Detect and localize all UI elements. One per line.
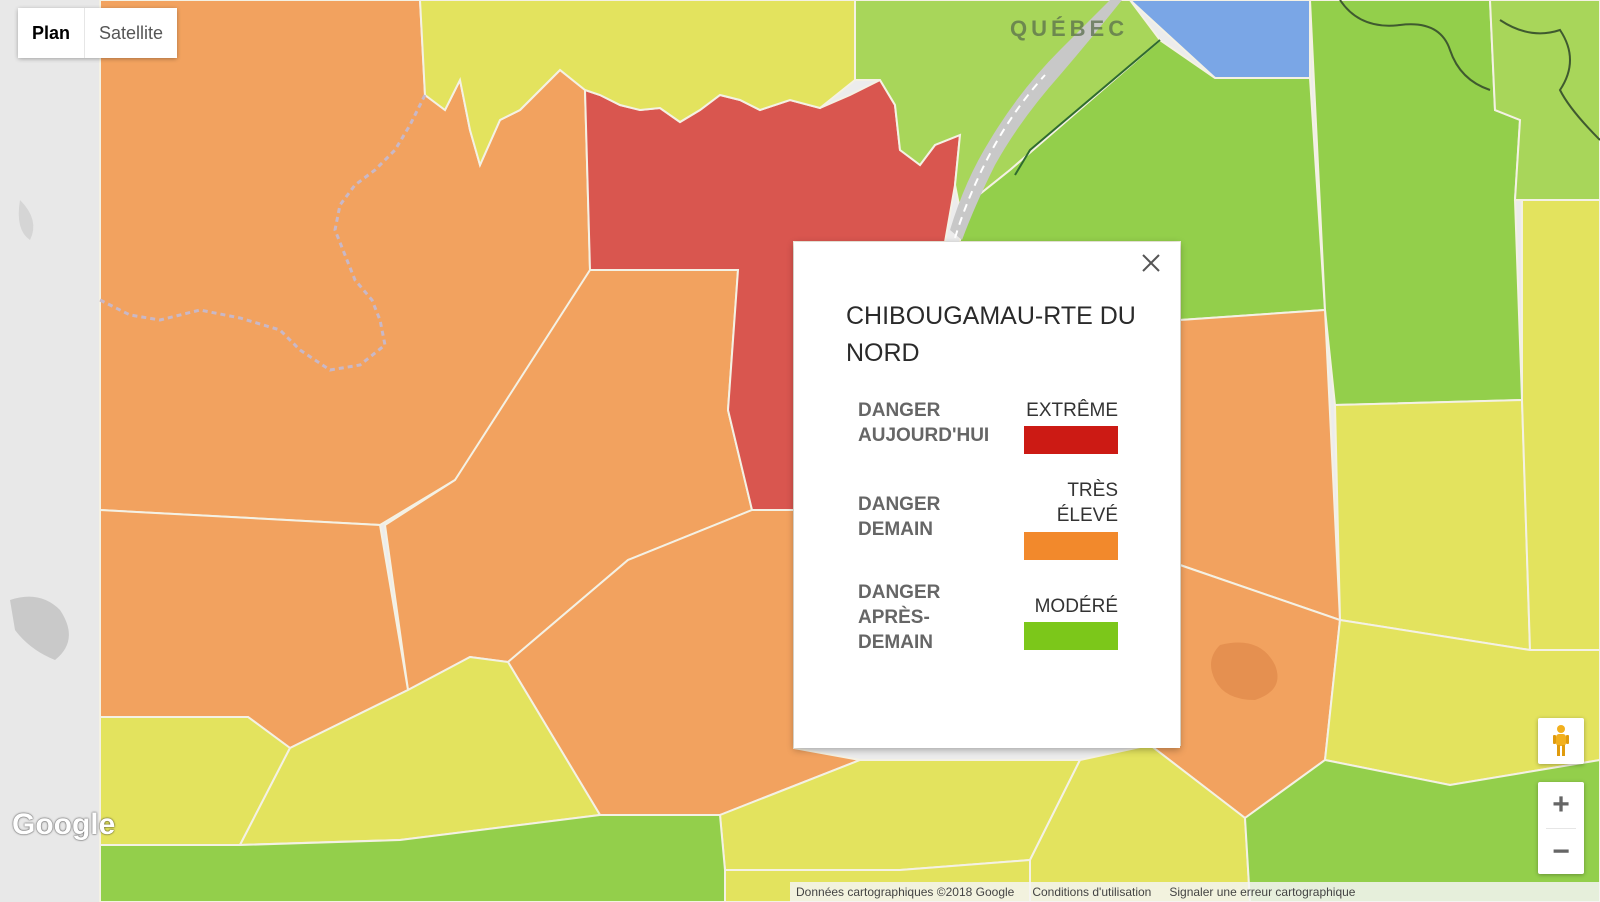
- boundary-line: [1339, 0, 1491, 91]
- google-logo: Google: [12, 808, 116, 841]
- road-line: [954, 74, 1046, 239]
- lake-shape: [10, 596, 69, 660]
- lake-shape: [18, 200, 34, 240]
- outside-region-left: [0, 0, 100, 902]
- attribution-terms-link[interactable]: Conditions d'utilisation: [1032, 885, 1152, 899]
- map-type-control: Plan Satellite: [18, 8, 178, 58]
- danger-level: MODÉRÉ: [1034, 596, 1118, 617]
- danger-swatch: [1024, 426, 1118, 454]
- province-label: QUÉBEC: [1010, 16, 1129, 41]
- zoom-control: + −: [1538, 782, 1584, 874]
- danger-label: DANGER APRÈS-DEMAIN: [858, 582, 941, 653]
- region-info-popup: CHIBOUGAMAU-RTE DU NORD DANGER AUJOURD'H…: [794, 242, 1180, 748]
- map-type-plan-button[interactable]: Plan: [18, 8, 85, 58]
- region-extreme-nord-est[interactable]: [1488, 0, 1600, 201]
- boundary-line: [1499, 19, 1600, 141]
- danger-level: EXTRÊME: [1026, 400, 1118, 421]
- attribution-report-link[interactable]: Signaler une erreur cartographique: [1169, 885, 1356, 899]
- danger-swatch: [1024, 532, 1118, 560]
- region-est-vert[interactable]: [959, 38, 1327, 322]
- map-type-satellite-button[interactable]: Satellite: [84, 8, 178, 58]
- danger-row-tomorrow: DANGER DEMAIN TRÈS ÉLEVÉ: [846, 478, 1126, 568]
- lake-shape: [1211, 642, 1278, 700]
- region-extreme-est-jaune[interactable]: [1521, 199, 1600, 651]
- danger-label: DANGER DEMAIN: [858, 494, 941, 540]
- zoom-divider: [1546, 828, 1576, 829]
- zoom-out-button[interactable]: −: [1552, 835, 1570, 868]
- region-nord-jaune[interactable]: [418, 0, 856, 168]
- danger-swatch: [1024, 622, 1118, 650]
- attribution-data-link[interactable]: Données cartographiques ©2018 Google: [796, 885, 1015, 899]
- boundary-line: [1014, 39, 1161, 176]
- popup-title: CHIBOUGAMAU-RTE DU NORD: [846, 302, 1136, 367]
- danger-level: TRÈS ÉLEVÉ: [1056, 480, 1118, 526]
- danger-row-after-tomorrow: DANGER APRÈS-DEMAIN MODÉRÉ: [846, 580, 1126, 670]
- region-nord-est-vert[interactable]: [1308, 0, 1524, 407]
- map-attribution: Données cartographiques ©2018 Google Con…: [790, 882, 1600, 902]
- danger-row-today: DANGER AUJOURD'HUI EXTRÊME: [846, 398, 1126, 468]
- boundary-line: [99, 94, 427, 372]
- region-sud-est-vert[interactable]: [1243, 758, 1600, 902]
- region-est-jaune[interactable]: [1333, 398, 1532, 652]
- pegman-icon: [1553, 725, 1569, 756]
- street-view-pegman-button[interactable]: [1538, 718, 1584, 764]
- region-extreme-sud-vert[interactable]: [99, 814, 726, 902]
- zoom-in-button[interactable]: +: [1552, 788, 1570, 821]
- river: [950, 0, 1122, 240]
- close-icon[interactable]: [1138, 250, 1164, 276]
- danger-label: DANGER AUJOURD'HUI: [858, 400, 990, 446]
